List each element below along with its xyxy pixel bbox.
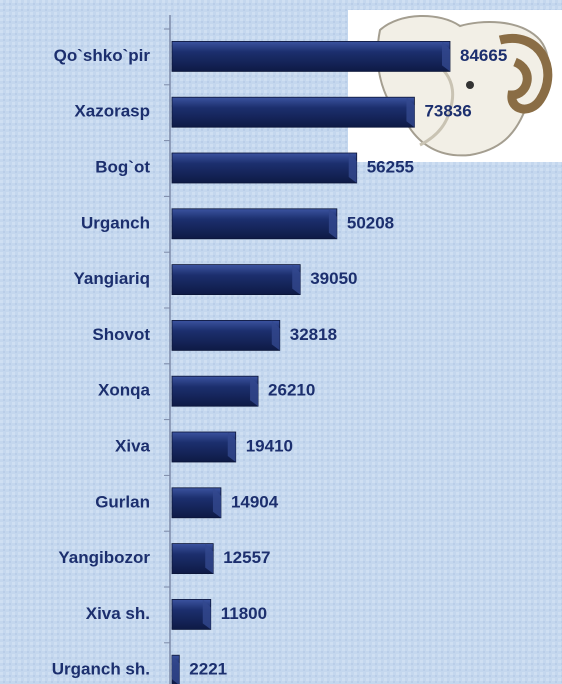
bar xyxy=(172,97,414,127)
value-label: 11800 xyxy=(221,604,267,623)
category-label: Xiva sh. xyxy=(86,604,150,623)
bar xyxy=(172,599,211,629)
bar xyxy=(172,153,357,183)
category-label: Bog`ot xyxy=(95,157,150,176)
category-label: Yangiariq xyxy=(73,269,150,288)
value-label: 26210 xyxy=(268,381,315,400)
ram-picture xyxy=(348,10,562,162)
bar xyxy=(172,209,337,239)
category-label: Xonqa xyxy=(98,381,150,400)
category-label: Shovot xyxy=(92,325,150,344)
category-label: Gurlan xyxy=(95,492,150,511)
value-label: 50208 xyxy=(347,213,394,232)
chart: Qo`shko`pir 84665 Xazorasp 73836 Bog`ot 56255… xyxy=(0,0,562,684)
category-label: Qo`shko`pir xyxy=(54,46,151,65)
value-label: 19410 xyxy=(246,436,293,455)
value-label: 73836 xyxy=(424,102,471,121)
value-label: 39050 xyxy=(310,269,357,288)
bar xyxy=(172,376,258,406)
bar xyxy=(172,544,213,574)
value-label: 32818 xyxy=(290,325,337,344)
value-label: 56255 xyxy=(367,157,414,176)
value-label: 84665 xyxy=(460,46,507,65)
value-label: 2221 xyxy=(189,660,227,679)
category-label: Xazorasp xyxy=(74,102,150,121)
bar xyxy=(172,432,236,462)
value-label: 12557 xyxy=(223,548,270,567)
category-label: Urganch sh. xyxy=(52,660,150,679)
value-label: 14904 xyxy=(231,492,279,511)
category-label: Yangibozor xyxy=(58,548,150,567)
bar xyxy=(172,488,221,518)
bar xyxy=(172,320,280,350)
category-label: Urganch xyxy=(81,213,150,232)
category-label: Xiva xyxy=(115,436,151,455)
bar xyxy=(172,655,179,684)
page: Qo`shko`pir 84665 Xazorasp 73836 Bog`ot 56255… xyxy=(0,0,562,684)
bar xyxy=(172,265,300,295)
bar xyxy=(172,41,450,71)
